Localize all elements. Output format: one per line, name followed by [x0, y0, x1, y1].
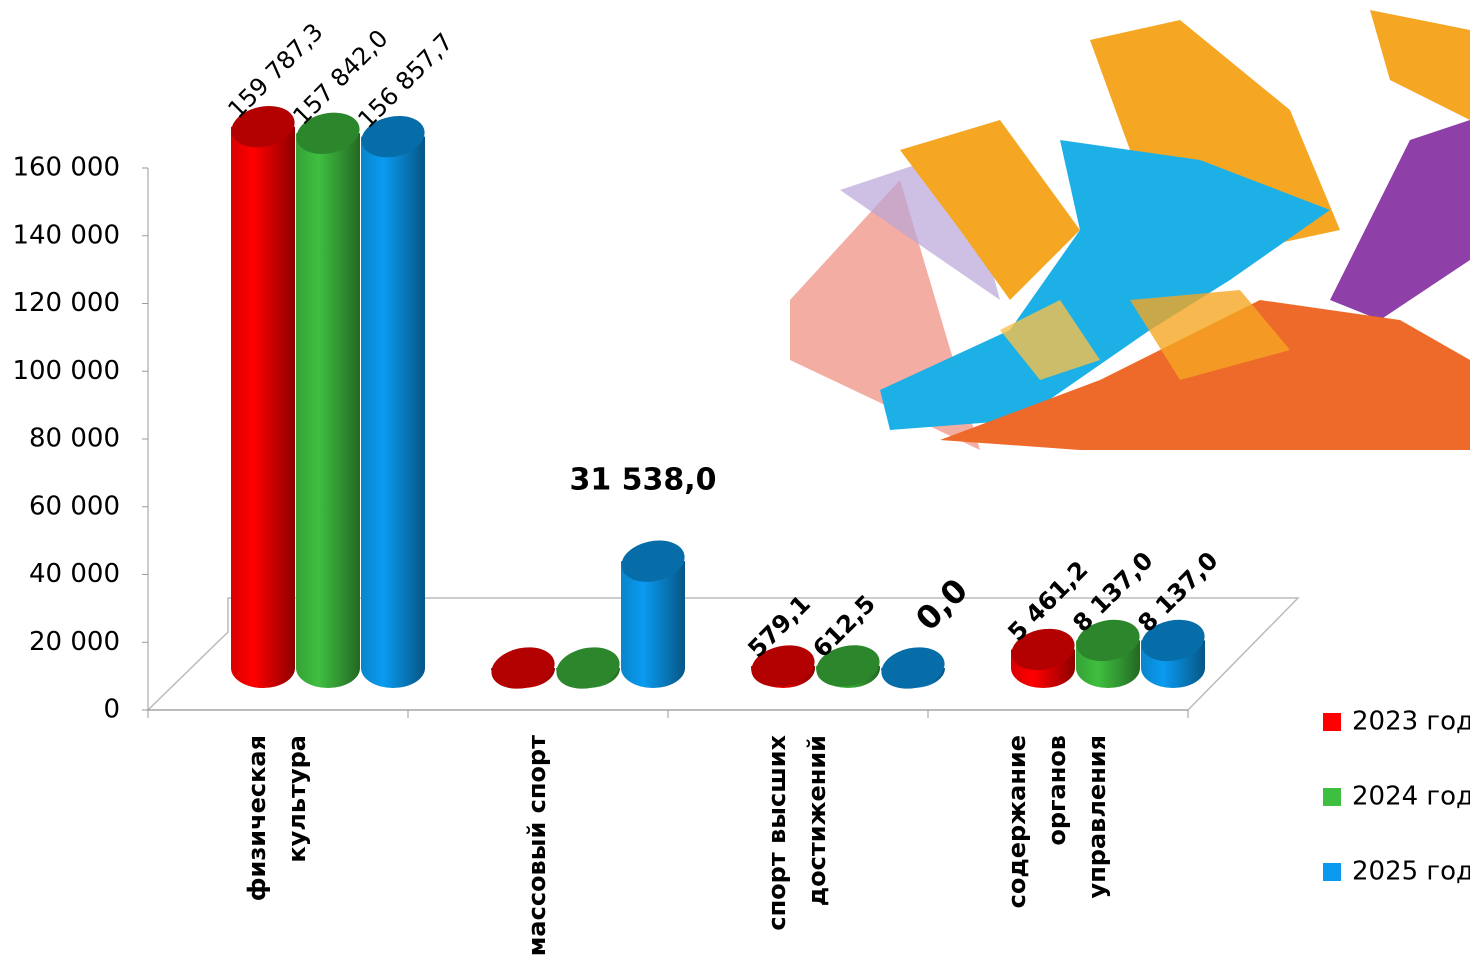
- value-label: 31 538,0: [569, 463, 716, 498]
- bar-body: [231, 126, 295, 688]
- value-label: 0,0: [908, 571, 975, 638]
- legend-label: 2023 год: [1352, 707, 1470, 737]
- x-tick-label-line: физическая: [243, 735, 271, 901]
- bar-body: [621, 561, 685, 688]
- bar-top: [1011, 628, 1075, 671]
- y-tick-label: 40 000: [29, 559, 120, 589]
- x-tick-label: массовый спорт: [523, 735, 551, 956]
- bar-top: [556, 647, 620, 689]
- y-tick-label: 100 000: [12, 356, 120, 386]
- x-tick-label-line: содержание: [1003, 735, 1031, 908]
- y-tick-label: 80 000: [29, 424, 120, 454]
- bar-body: [361, 136, 425, 689]
- bar: [1141, 619, 1205, 688]
- y-tick-label: 20 000: [29, 627, 120, 657]
- x-tick-label: содержание органов управления: [1003, 735, 1111, 908]
- y-tick-label: 140 000: [12, 220, 120, 250]
- bar: [621, 540, 685, 688]
- x-tick-label: спорт высших достижений: [763, 734, 831, 930]
- x-tick-label: физическая культура: [243, 735, 311, 901]
- legend-swatch: [1323, 713, 1341, 731]
- legend-label: 2025 год: [1352, 857, 1470, 887]
- bar-top: [621, 540, 685, 582]
- bar-top: [1141, 619, 1205, 662]
- bar: [361, 115, 425, 689]
- y-tick-label: 160 000: [12, 153, 120, 183]
- bar: [556, 647, 620, 689]
- y-tick-label: 0: [103, 695, 120, 725]
- bar-top: [296, 112, 360, 154]
- x-tick-label-line: массовый спорт: [523, 735, 551, 956]
- bar: [231, 106, 295, 688]
- bar-top: [1076, 619, 1140, 662]
- legend-swatch: [1323, 863, 1341, 881]
- x-tick-label-line: достижений: [803, 735, 831, 906]
- bar: [816, 645, 880, 688]
- bar-top: [361, 115, 425, 158]
- bar-top: [231, 106, 295, 148]
- bar: [1076, 619, 1140, 688]
- y-tick-label: 60 000: [29, 491, 120, 521]
- bar: [491, 647, 555, 689]
- sport-illustration: [790, 10, 1470, 450]
- bar-body: [296, 133, 360, 688]
- bar: [1011, 628, 1075, 688]
- x-tick-label-line: спорт высших: [763, 734, 791, 930]
- bar-top: [491, 647, 555, 689]
- x-tick-label-line: органов: [1043, 735, 1071, 846]
- legend-label: 2024 год: [1352, 782, 1470, 812]
- y-tick-label: 120 000: [12, 288, 120, 318]
- bar-top: [816, 645, 880, 687]
- bar: [296, 112, 360, 688]
- bar-top: [881, 647, 945, 689]
- bar-top: [751, 645, 815, 687]
- x-tick-label-line: управления: [1083, 735, 1111, 898]
- legend-swatch: [1323, 788, 1341, 806]
- bar: [751, 645, 815, 688]
- x-tick-label-line: культура: [283, 735, 311, 863]
- bar: [881, 647, 945, 689]
